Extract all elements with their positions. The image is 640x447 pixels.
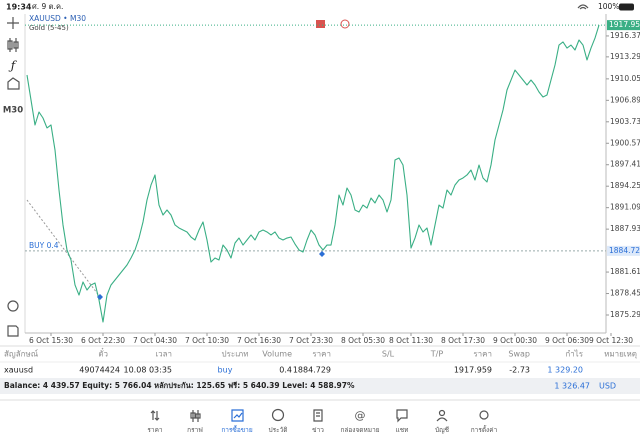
chart: 1916.370 1913.290 1910.050 1906.890 1903.730… (25, 20, 640, 345)
y-tick-label: 1913.290 (610, 52, 640, 61)
tab-label[interactable]: บัญชี (435, 426, 450, 434)
trade-arrow (26, 199, 101, 298)
column-header: ราคา (473, 350, 492, 359)
tab-label[interactable]: ประวัติ (269, 426, 288, 434)
x-tick-label: 8 Oct 17:30 (441, 336, 485, 345)
battery-icon (619, 3, 634, 11)
x-tick-label: 6 Oct 15:30 (29, 336, 73, 345)
buy-price-tag (607, 245, 640, 256)
y-tick-label: 1881.610 (610, 267, 640, 276)
currency: USD (599, 382, 616, 391)
objects-tool[interactable] (7, 77, 20, 90)
chart-type-tool[interactable] (7, 38, 19, 52)
x-tick-label: 7 Oct 04:30 (133, 336, 177, 345)
x-tick-label: 9 Oct 06:30 (545, 336, 589, 345)
y-tick-label: 1875.290 (610, 310, 640, 319)
column-header: ตั๋ว (98, 347, 108, 358)
tab-label[interactable]: ข่าว (312, 426, 324, 434)
y-tick-label: 1916.370 (610, 31, 640, 40)
cell-time: 10.08 03:35 (124, 366, 173, 375)
status-date: ศ. 9 ต.ค. (32, 2, 63, 11)
cell-volume: 0.4 (279, 366, 292, 375)
column-header: เวลา (155, 350, 172, 359)
status-time: 19:34 (6, 3, 32, 12)
status-battery: 100% (598, 2, 619, 11)
cell-price: 1884.729 (293, 366, 331, 375)
column-header: T/P (430, 350, 444, 359)
tab-label[interactable]: ราคา (147, 426, 162, 434)
cell-ticket: 49074424 (79, 366, 120, 375)
y-tick-label: 1887.930 (610, 224, 640, 233)
timeframe-button[interactable]: M30 (3, 106, 23, 116)
x-tick-label: 7 Oct 10:30 (185, 336, 229, 345)
total-profit: 1 326.47 (554, 382, 590, 391)
wifi-icon (577, 4, 589, 10)
y-tick-label: 1906.890 (610, 95, 640, 104)
x-tick-label: 8 Oct 11:30 (389, 336, 433, 345)
price-tag (607, 20, 640, 31)
tab-label[interactable]: แชท (396, 426, 409, 434)
trade-entry-marker[interactable] (97, 294, 103, 300)
account-summary: Balance: 4 439.57 Equity: 5 766.04 หลักป… (4, 381, 355, 390)
svg-text:@: @ (355, 409, 366, 422)
indicators-tool[interactable]: ƒ (8, 59, 18, 73)
account-summary-bar (0, 378, 640, 394)
column-header: หมายเหตุ (604, 350, 637, 359)
column-header: Volume (262, 350, 292, 359)
chart-title: XAUUSD • M30 (29, 14, 86, 23)
cell-current-price: 1917.959 (454, 366, 492, 375)
x-tick-label: 6 Oct 22:30 (81, 336, 125, 345)
positions-table: สัญลักษณ์ ตั๋ว เวลา ประเภท Volume ราคา S… (0, 347, 640, 375)
trade-entry-marker[interactable] (319, 251, 325, 257)
y-tick-label: 1891.090 (610, 203, 640, 212)
cell-type: buy (218, 366, 233, 375)
tab-label[interactable]: กล่องจดหมาย (340, 426, 379, 434)
buy-price-label: 1884.729 (609, 246, 640, 255)
x-tick-label: 9 Oct 12:30 (589, 336, 633, 345)
trade-marker-icon[interactable] (340, 19, 350, 29)
column-header: กำไร (565, 350, 583, 359)
y-tick-label: 1900.570 (610, 138, 640, 147)
buy-line-label: BUY 0.4 (29, 241, 59, 250)
y-tick-label: 1878.450 (610, 289, 640, 298)
column-header: สัญลักษณ์ (4, 349, 39, 359)
y-tick-label: 1910.050 (610, 74, 640, 83)
cell-profit: 1 329.20 (547, 366, 583, 375)
column-header: Swap (508, 350, 530, 359)
price-label: 1917.959 (609, 20, 640, 29)
chart-subtitle: Gold (5-45) (29, 24, 69, 32)
position-row[interactable]: xauusd 49074424 10.08 03:35 buy 0.4 1884… (4, 366, 583, 375)
x-tick-label: 7 Oct 23:30 (289, 336, 333, 345)
y-tick-label: 1903.730 (610, 117, 640, 126)
x-tick-label: 9 Oct 00:30 (493, 336, 537, 345)
tab-bar: @ ราคา กราฟ การซื้อขาย ประวัติ ข่าว กล่องจดหม… (147, 408, 498, 434)
zoom-tool[interactable] (7, 300, 19, 312)
trade-marker-icon[interactable] (316, 20, 325, 28)
tab-label[interactable]: การตั้งค่า (471, 425, 498, 434)
template-tool[interactable] (7, 325, 19, 337)
y-tick-label: 1897.410 (610, 160, 640, 169)
tab-label[interactable]: กราฟ (187, 426, 203, 434)
column-header: ราคา (312, 350, 331, 359)
x-tick-label: 7 Oct 16:30 (237, 336, 281, 345)
left-toolbar: ƒ M30 (3, 17, 23, 337)
column-header: ประเภท (222, 350, 249, 359)
tab-label[interactable]: การซื้อขาย (221, 425, 252, 434)
crosshair-tool[interactable] (7, 17, 19, 29)
column-header: S/L (382, 350, 395, 359)
cell-swap: -2.73 (509, 366, 530, 375)
x-tick-label: 8 Oct 05:30 (341, 336, 385, 345)
y-tick-label: 1894.250 (610, 181, 640, 190)
price-line-series (26, 24, 600, 323)
cell-symbol: xauusd (4, 366, 33, 375)
